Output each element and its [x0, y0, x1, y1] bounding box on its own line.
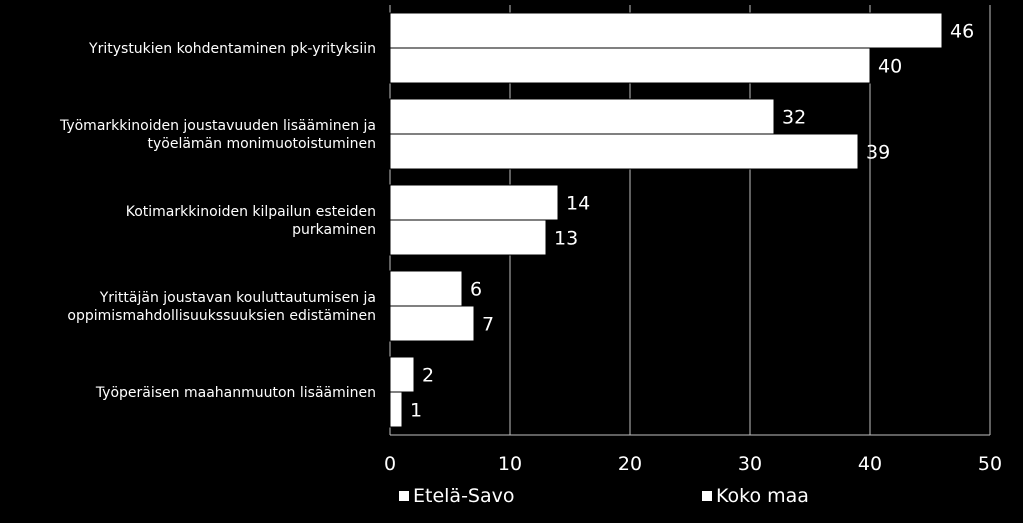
category-label: Kotimarkkinoiden kilpailun esteiden	[126, 204, 376, 220]
x-tick-label: 10	[498, 453, 522, 475]
bar-etela-savo	[389, 98, 775, 135]
data-label: 14	[566, 193, 590, 215]
x-tick-label: 40	[858, 453, 882, 475]
bar-koko-maa	[389, 391, 403, 428]
bar-etela-savo	[389, 270, 463, 307]
x-tick-label: 20	[618, 453, 642, 475]
bar-koko-maa	[389, 133, 859, 170]
bars	[389, 12, 943, 428]
legend-label: Koko maa	[716, 485, 809, 507]
legend: Etelä-Savo Koko maa	[0, 485, 1023, 511]
category-label: purkaminen	[292, 222, 376, 238]
bar-etela-savo	[389, 356, 415, 393]
category-label: Työperäisen maahanmuuton lisääminen	[95, 385, 376, 401]
bar-koko-maa	[389, 47, 871, 84]
legend-label: Etelä-Savo	[413, 485, 515, 507]
data-label: 1	[410, 400, 422, 422]
x-tick-label: 0	[384, 453, 396, 475]
data-label: 40	[878, 56, 902, 78]
category-label: Työmarkkinoiden joustavuuden lisääminen …	[59, 118, 376, 134]
legend-item-etela-savo: Etelä-Savo	[399, 485, 515, 507]
x-tick-label: 30	[738, 453, 762, 475]
x-tick-labels: 0 10 20 30 40 50	[384, 453, 1002, 475]
data-label: 6	[470, 279, 482, 301]
legend-swatch	[399, 491, 409, 501]
bar-koko-maa	[389, 305, 475, 342]
category-label: työelämän monimuotoistuminen	[148, 136, 377, 152]
data-label: 2	[422, 365, 434, 387]
data-label: 39	[866, 142, 890, 164]
data-labels: 46 40 32 39 14 13 67 21	[410, 21, 974, 422]
category-labels: Yritystukien kohdentaminen pk-yrityksiin…	[59, 41, 376, 401]
bar-koko-maa	[389, 219, 547, 256]
data-label: 13	[554, 228, 578, 250]
x-tick-label: 50	[978, 453, 1002, 475]
bar-etela-savo	[389, 12, 943, 49]
legend-swatch	[702, 491, 712, 501]
category-label: Yritystukien kohdentaminen pk-yrityksiin	[88, 41, 376, 57]
data-label: 7	[482, 314, 494, 336]
bar-chart: Yritystukien kohdentaminen pk-yrityksiin…	[59, 5, 1002, 475]
data-label: 46	[950, 21, 974, 43]
category-label: oppimismahdollisuukssuuksien edistäminen	[67, 308, 376, 324]
bar-etela-savo	[389, 184, 559, 221]
data-label: 32	[782, 107, 806, 129]
legend-item-koko-maa: Koko maa	[702, 485, 809, 507]
category-label: Yrittäjän joustavan kouluttautumisen ja	[99, 290, 376, 306]
